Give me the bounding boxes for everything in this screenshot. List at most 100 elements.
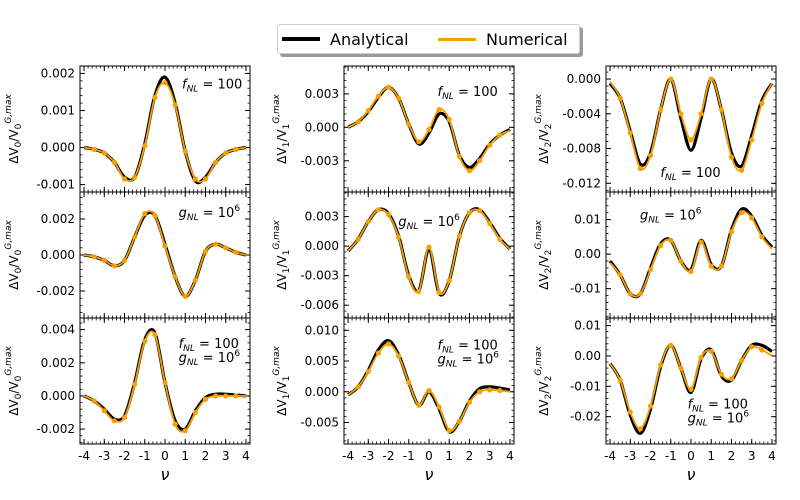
- panel-0-numerical-point: [142, 143, 148, 149]
- panel-0-numerical-point: [233, 146, 239, 152]
- panel-7-ylabel: ΔV1/V1G,max: [272, 346, 292, 416]
- panel-1-numerical-point: [487, 142, 493, 148]
- panel-2-ytick-label: -0.004: [562, 107, 601, 121]
- panel-3-numerical-point: [152, 212, 158, 218]
- panel-4-numerical-point: [355, 236, 361, 242]
- panel-0-series-analytical: [83, 75, 247, 185]
- panel-2-numerical-point: [688, 137, 694, 143]
- panel-2-numerical-point: [617, 95, 623, 101]
- panel-1-ytick-label: 0.000: [305, 120, 339, 134]
- panel-6-annotation-1: gNL = 106: [179, 349, 241, 368]
- panel-6-xtick-label: 0: [161, 449, 169, 463]
- panel-1-ylabel: ΔV1/V1G,max: [272, 94, 292, 164]
- legend: Analytical Numerical: [277, 24, 580, 54]
- panel-8-numerical-point: [617, 377, 623, 383]
- panel-5-annotation-0: gNL = 106: [640, 207, 702, 226]
- panel-3-numerical-point: [212, 241, 219, 247]
- panel-4-numerical-point: [446, 277, 452, 284]
- panel-2-numerical-point: [627, 130, 633, 136]
- panel-3-series-analytical: [83, 210, 247, 298]
- panel-5-numerical-point: [617, 272, 623, 278]
- panel-0-numerical-point: [202, 176, 209, 182]
- panel-3-numerical-point: [233, 249, 239, 255]
- panel-3-annotation-0: gNL = 106: [179, 204, 241, 223]
- panel-5-ytick-label: 0.01: [574, 213, 601, 227]
- panel-5-numerical-point: [698, 239, 704, 245]
- panel-2-numerical-point: [749, 137, 755, 143]
- panel-1-numerical-point: [426, 126, 432, 133]
- panel-4-numerical-point: [487, 220, 493, 227]
- panel-0-numerical-point: [121, 176, 128, 182]
- panel-0-numerical-point: [172, 102, 178, 108]
- panel-4-numerical-point: [406, 274, 412, 280]
- panel-0-ylabel: ΔV0/V0G,max: [4, 94, 24, 164]
- panel-8-xtick-label: -4: [604, 449, 616, 463]
- panel-3-numerical-point: [142, 211, 148, 217]
- panel-5-numerical-point: [658, 242, 664, 249]
- panel-4-ytick-label: 0.003: [305, 210, 339, 224]
- panel-8-numerical-point: [708, 348, 714, 354]
- panel-8-annotation-1: gNL = 106: [688, 410, 750, 429]
- panel-6: -4 -3 -2 -1 0 1 2 3 4 -0.002 0.000 0.002 0.004 ΔV0/V0…: [4, 317, 251, 484]
- legend-label-analytical: Analytical: [330, 29, 409, 49]
- panel-3-numerical-point: [162, 243, 168, 249]
- panel-3-numerical-point: [182, 293, 188, 299]
- panel-5-ylabel: ΔV2/V2G,max: [534, 220, 554, 290]
- panel-2-annotation-0: fNL = 100: [660, 166, 720, 183]
- panel-8-numerical-point: [668, 342, 674, 348]
- panel-5-numerical-point: [738, 210, 745, 216]
- panel-7-numerical-point: [406, 379, 412, 386]
- panel-8-numerical-point: [759, 347, 765, 353]
- panel-3-ytick-label: 0.002: [41, 212, 75, 226]
- panel-2: -0.012 -0.008 -0.004 0.000 ΔV2/V2G,max fNL = …: [534, 65, 777, 193]
- panel-8-ytick-label: 0.00: [574, 349, 601, 363]
- panel-5-numerical-point: [759, 234, 765, 240]
- panel-6-numerical-point: [172, 421, 178, 427]
- panel-3-numerical-point: [202, 248, 209, 254]
- panel-6-ytick-label: -0.002: [36, 422, 75, 436]
- panel-0-numerical-point: [162, 80, 168, 86]
- panel-0-numerical-point: [91, 146, 97, 152]
- panel-8-numerical-point: [627, 409, 633, 415]
- panel-1-numerical-point: [476, 158, 483, 164]
- panel-7-ytick-label: -0.005: [300, 415, 339, 429]
- panel-2-numerical-point: [708, 76, 714, 82]
- panel-0-numerical-point: [182, 148, 188, 154]
- panel-2-numerical-point: [678, 111, 684, 117]
- panel-6-ytick-label: 0.000: [41, 389, 75, 403]
- panel-0: -0.001 0.000 0.001 0.002 ΔV0/V0G,max fNL = 10…: [4, 65, 251, 193]
- panel-7-numerical-point: [355, 384, 361, 390]
- panel-6-xtick-label: -4: [78, 449, 90, 463]
- panel-3-numerical-point: [101, 257, 107, 263]
- panel-0-ytick-label: -0.001: [36, 178, 75, 192]
- panel-4-numerical-point: [456, 233, 462, 239]
- panel-3-numerical-point: [223, 245, 229, 251]
- panel-3-numerical-point: [91, 254, 97, 260]
- panel-6-numerical-point: [152, 331, 158, 338]
- panel-8-numerical-point: [658, 362, 664, 368]
- panel-4-numerical-point: [476, 208, 483, 214]
- panel-0-numerical-point: [132, 174, 138, 180]
- legend-line-analytical: [282, 37, 320, 41]
- panel-6-numerical-point: [202, 396, 209, 402]
- panel-3-ytick-label: 0.000: [41, 248, 75, 262]
- panel-4-annotation-0: gNL = 106: [398, 213, 460, 232]
- panel-1-numerical-point: [456, 153, 462, 159]
- panel-3-numerical-point: [172, 274, 178, 280]
- panel-4-numerical-point: [436, 289, 442, 296]
- panel-6-numerical-point: [192, 409, 198, 416]
- panel-1-ytick-label: 0.003: [305, 87, 339, 101]
- panel-0-numerical-point: [192, 176, 198, 182]
- panel-0-ytick-label: 0.001: [41, 103, 75, 117]
- panel-2-ytick-label: 0.000: [567, 72, 601, 86]
- panel-8-numerical-point: [678, 365, 684, 371]
- panel-7-numerical-point: [385, 341, 392, 347]
- panel-1: -0.003 0.000 0.003 ΔV1/V1G,max fNL = 100: [272, 65, 515, 193]
- panel-6-numerical-point: [111, 418, 118, 424]
- panel-6-xtick-label: -1: [139, 449, 151, 463]
- panel-2-numerical-point: [728, 154, 735, 160]
- panel-1-numerical-point: [446, 116, 452, 123]
- panel-1-numerical-point: [365, 108, 371, 114]
- panel-7-annotation-0: fNL = 100: [438, 339, 498, 356]
- panel-2-numerical-point: [698, 111, 704, 117]
